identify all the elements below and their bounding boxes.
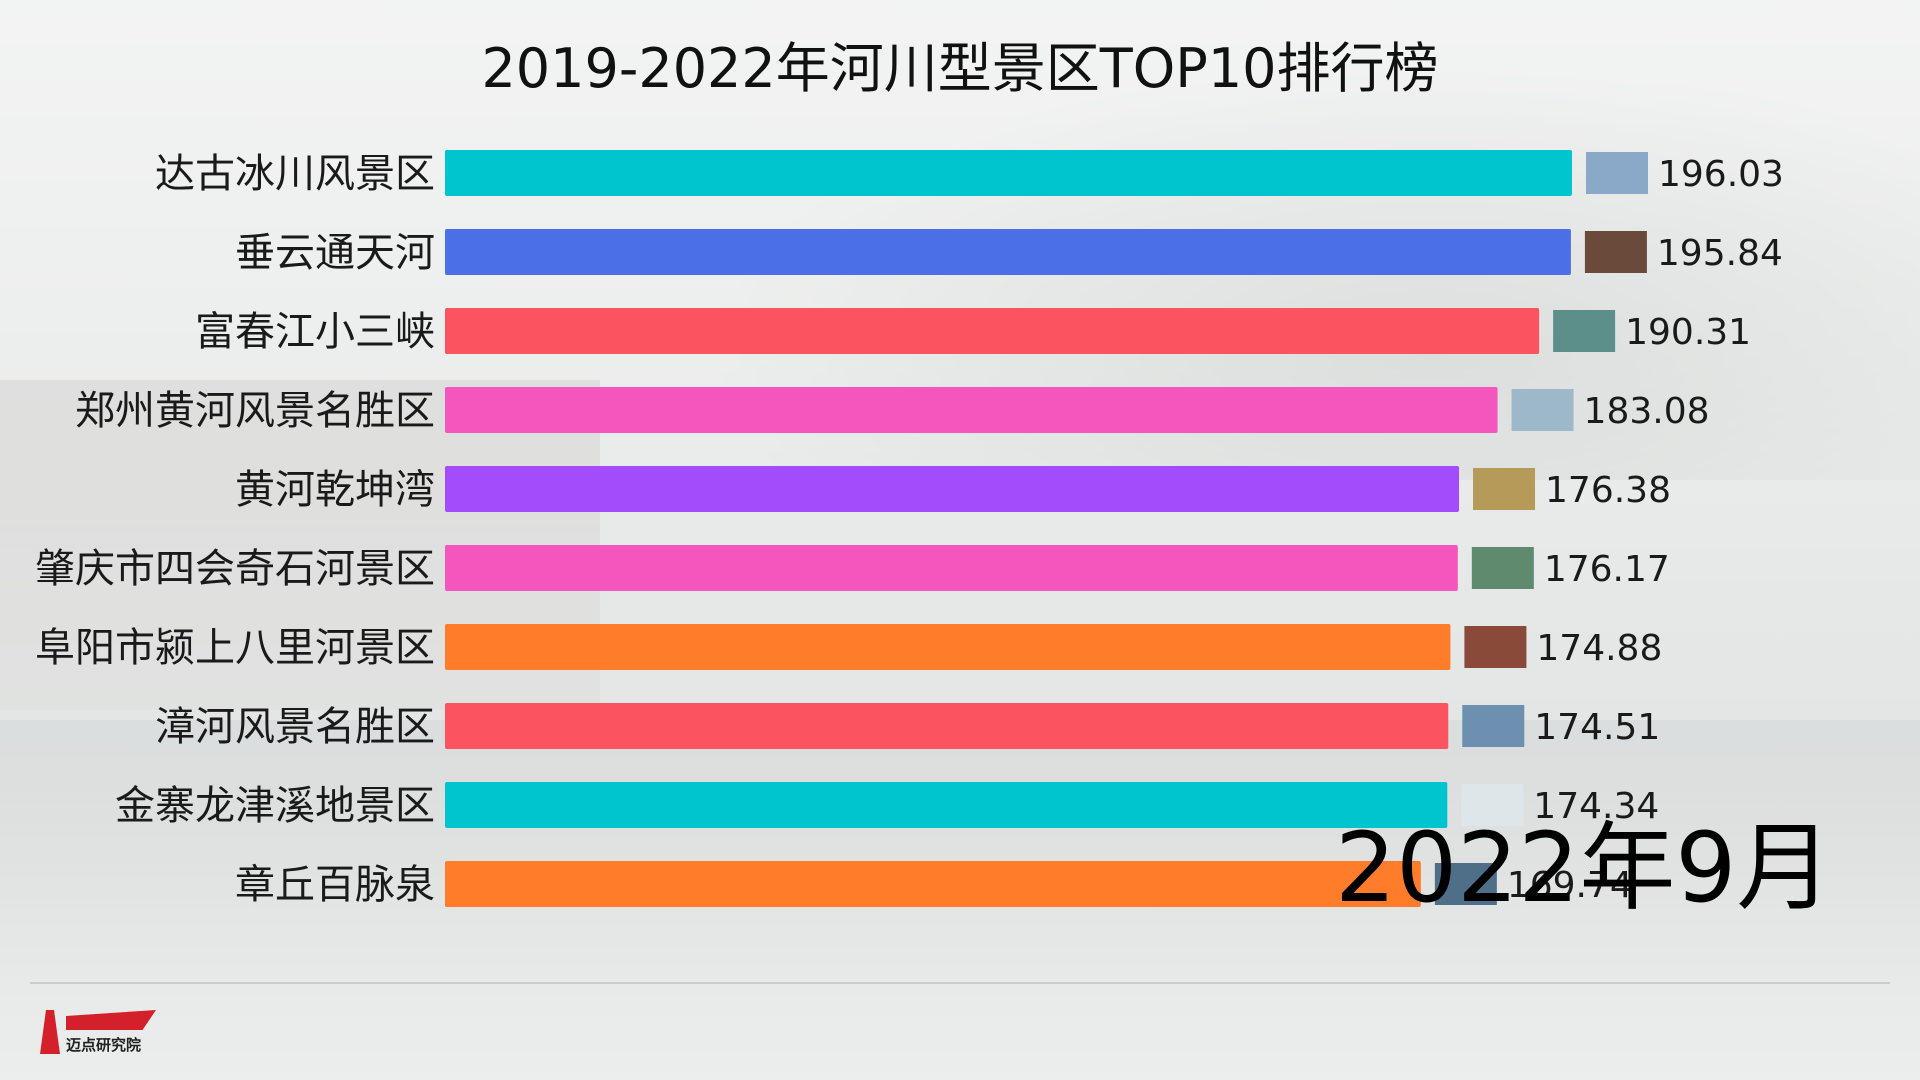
category-label: 漳河风景名胜区 <box>155 704 435 750</box>
category-label: 黄河乾坤湾 <box>235 467 435 513</box>
bar <box>445 150 1572 196</box>
value-label: 169.74 <box>1507 865 1633 906</box>
category-label: 章丘百脉泉 <box>235 862 435 908</box>
bar <box>445 229 1571 275</box>
value-label: 196.03 <box>1658 154 1784 195</box>
flag-icon <box>66 1010 156 1030</box>
chart-title: 2019-2022年河川型景区TOP10排行榜 <box>481 37 1439 100</box>
bar <box>445 861 1421 907</box>
lighthouse-icon <box>40 1010 60 1054</box>
category-label: 肇庆市四会奇石河景区 <box>35 546 435 592</box>
bar <box>445 387 1498 433</box>
bar <box>445 466 1460 512</box>
scenic-thumbnail-icon <box>1511 389 1574 431</box>
scenic-thumbnail-icon <box>1471 547 1534 589</box>
value-label: 174.51 <box>1534 707 1660 748</box>
scenic-thumbnail-icon <box>1464 626 1527 668</box>
scenic-thumbnail-icon <box>1586 152 1648 194</box>
category-label: 阜阳市颍上八里河景区 <box>35 625 435 671</box>
category-label: 垂云通天河 <box>235 230 435 276</box>
value-label: 174.34 <box>1533 786 1659 827</box>
bar <box>445 624 1451 670</box>
scenic-thumbnail-icon <box>1461 784 1524 826</box>
logo-text: 迈点研究院 <box>66 1036 142 1054</box>
date-label: 2022年9月 <box>1335 812 1833 924</box>
logo: 迈点研究院 <box>40 1010 160 1056</box>
category-label: 金寨龙津溪地景区 <box>115 783 435 829</box>
scenic-thumbnail-icon <box>1434 863 1497 905</box>
value-label: 183.08 <box>1584 391 1710 432</box>
divider <box>30 982 1890 984</box>
value-label: 190.31 <box>1625 312 1751 353</box>
scenic-thumbnail-icon <box>1584 231 1647 273</box>
value-label: 174.88 <box>1536 628 1662 669</box>
value-label: 176.38 <box>1545 470 1671 511</box>
category-label: 富春江小三峡 <box>195 309 435 355</box>
bar <box>445 782 1448 828</box>
bar <box>445 703 1449 749</box>
scenic-thumbnail-icon <box>1473 468 1536 510</box>
scenic-thumbnail-icon <box>1553 310 1616 352</box>
bar <box>445 545 1458 591</box>
category-label: 达古冰川风景区 <box>155 151 435 197</box>
value-label: 176.17 <box>1544 549 1670 590</box>
category-label: 郑州黄河风景名胜区 <box>75 388 435 434</box>
value-label: 195.84 <box>1657 233 1783 274</box>
bar <box>445 308 1540 354</box>
scenic-thumbnail-icon <box>1462 705 1525 747</box>
